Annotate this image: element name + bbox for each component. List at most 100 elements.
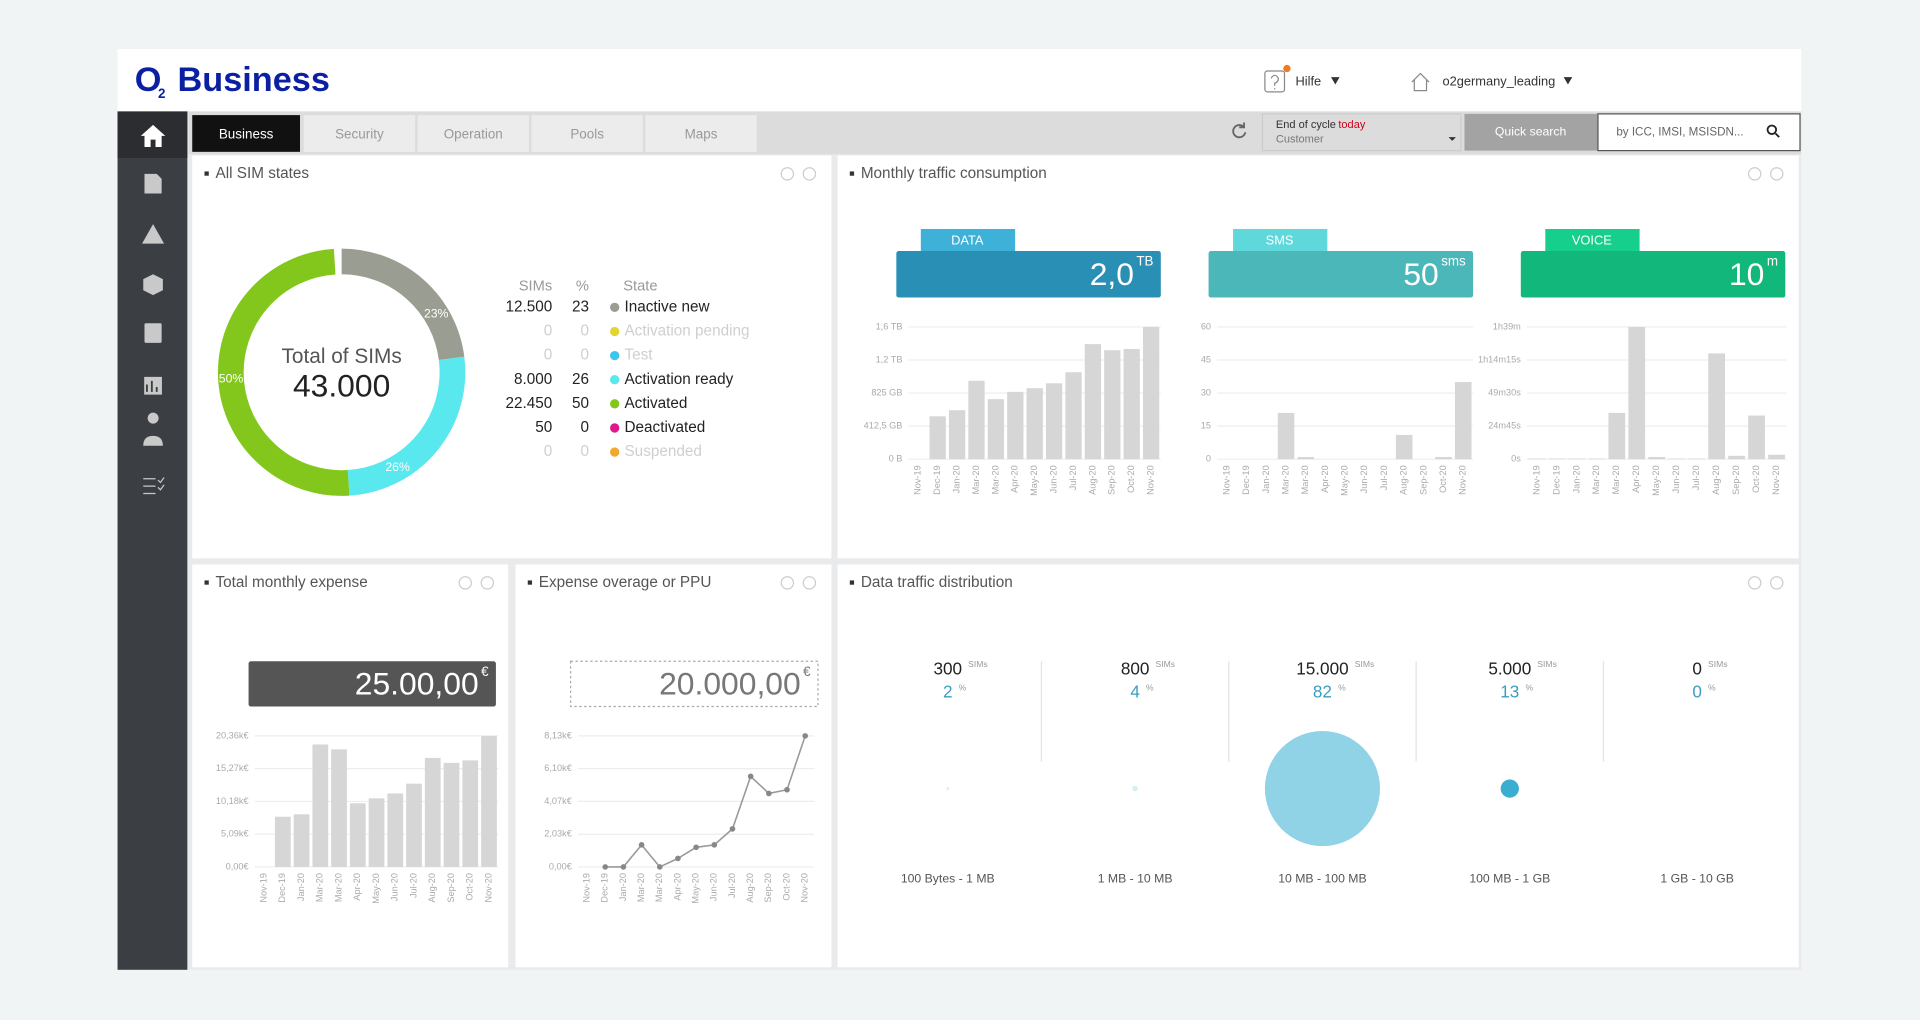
help-badge xyxy=(1283,64,1291,73)
state-dot xyxy=(610,399,620,409)
sim-count: 800 xyxy=(1121,658,1150,678)
pct-unit: % xyxy=(1338,682,1346,692)
x-tick-label: Apr-20 xyxy=(1010,465,1020,493)
help-icon[interactable] xyxy=(802,576,817,590)
cycle-select[interactable] xyxy=(1261,113,1462,152)
kpi-value: 25.00,00 xyxy=(355,666,479,702)
tab-label: Security xyxy=(335,126,384,141)
bar xyxy=(1688,458,1706,460)
sim-count: 12.500 xyxy=(505,298,552,315)
bar xyxy=(1123,348,1140,460)
bar xyxy=(1297,456,1314,460)
refresh-icon[interactable] xyxy=(780,576,795,590)
x-tick-label: Nov-19 xyxy=(913,465,923,495)
refresh-icon[interactable] xyxy=(1747,576,1762,590)
x-tick-label: Jul-20 xyxy=(1379,465,1389,490)
help-icon[interactable] xyxy=(1770,167,1784,181)
x-tick-label: Jun-20 xyxy=(1049,465,1059,493)
nav-billing[interactable] xyxy=(144,323,162,343)
nav-tasks[interactable] xyxy=(143,477,165,495)
nav-reports[interactable] xyxy=(142,375,164,397)
user-menu[interactable]: o2germany_leading xyxy=(1442,73,1555,88)
sim-percent: 26 xyxy=(572,371,589,388)
y-tick-label: 825 GB xyxy=(871,387,902,397)
refresh-icon[interactable] xyxy=(1747,167,1762,181)
kpi-tab xyxy=(1233,228,1328,253)
nav-products[interactable] xyxy=(143,274,163,296)
nav-documents[interactable] xyxy=(144,173,162,194)
search-input[interactable] xyxy=(1597,113,1801,152)
nav-alerts[interactable] xyxy=(142,224,165,244)
sim-percent: 2 xyxy=(943,682,953,702)
tab[interactable] xyxy=(417,115,529,152)
pct-unit: % xyxy=(1708,682,1716,692)
kpi-unit: € xyxy=(803,664,811,679)
search-icon[interactable] xyxy=(1766,124,1778,135)
sim-percent: 50 xyxy=(572,395,589,412)
bar xyxy=(424,757,441,867)
quick-search-button[interactable] xyxy=(1464,113,1598,151)
sim-percent: 13 xyxy=(1500,682,1519,702)
y-tick-label: 1,2 TB xyxy=(876,354,903,364)
nav-users[interactable] xyxy=(143,412,163,446)
help-icon[interactable] xyxy=(1264,70,1286,93)
tab[interactable] xyxy=(192,115,300,152)
panel-title: Total monthly expense xyxy=(216,574,368,591)
refresh-icon[interactable] xyxy=(458,576,473,590)
kpi-value: 10 xyxy=(1729,256,1764,292)
bar xyxy=(443,762,460,867)
x-tick-label: Jan-20 xyxy=(296,873,306,901)
logo-o: O xyxy=(135,61,162,99)
donut-center-label: Total of SIMs xyxy=(282,345,402,368)
kpi-unit: m xyxy=(1767,254,1778,269)
x-tick-label: Apr-20 xyxy=(1320,465,1330,493)
search-placeholder: by ICC, IMSI, MSISDN... xyxy=(1616,125,1743,138)
point xyxy=(802,733,809,739)
sim-count: 0 xyxy=(544,347,553,364)
kpi-box xyxy=(248,661,496,707)
range-label: 100 MB - 1 GB xyxy=(1469,871,1550,885)
dropdown-arrow[interactable] xyxy=(1331,77,1340,85)
x-tick-label: Sep-20 xyxy=(446,873,456,903)
point xyxy=(729,826,736,832)
x-tick-label: May-20 xyxy=(1651,465,1661,496)
sim-count: 15.000 xyxy=(1296,658,1348,678)
bar xyxy=(1748,415,1765,460)
sim-count: 22.450 xyxy=(505,395,552,412)
help-icon[interactable] xyxy=(480,576,495,590)
kpi-value: 2,0 xyxy=(1090,256,1134,292)
tab[interactable] xyxy=(645,115,757,152)
point xyxy=(747,773,754,780)
refresh-icon[interactable] xyxy=(780,167,795,181)
pct-unit: % xyxy=(1146,682,1154,692)
tab[interactable] xyxy=(303,115,416,152)
refresh-icon[interactable] xyxy=(1232,122,1247,139)
x-tick-label: Mar-20 xyxy=(315,873,325,902)
bubble xyxy=(1264,731,1380,847)
x-tick-label: Mar-20 xyxy=(1591,465,1601,494)
bar xyxy=(293,814,310,867)
bar xyxy=(968,380,985,460)
x-tick-label: Aug-20 xyxy=(1711,465,1721,495)
kpi-value: 50 xyxy=(1403,256,1438,292)
x-tick-label: Mar-20 xyxy=(333,873,343,902)
tab[interactable] xyxy=(531,115,643,152)
state-name: Activation pending xyxy=(624,323,749,340)
column-header: State xyxy=(623,278,657,294)
x-tick-label: May-20 xyxy=(1029,465,1039,496)
y-tick-label: 24m45s xyxy=(1488,421,1521,431)
y-tick-label: 60 xyxy=(1201,321,1211,331)
dropdown-arrow[interactable] xyxy=(1563,77,1573,85)
bar xyxy=(1454,382,1472,460)
state-name: Inactive new xyxy=(624,298,710,315)
help-icon[interactable] xyxy=(802,167,817,181)
pct-unit: % xyxy=(959,682,967,692)
sidebar xyxy=(117,111,188,970)
help-link[interactable]: Hilfe xyxy=(1296,73,1322,88)
sim-percent: 23 xyxy=(572,298,589,315)
help-icon[interactable] xyxy=(1770,576,1784,590)
x-tick-label: Nov-20 xyxy=(1458,465,1468,495)
state-dot xyxy=(610,423,620,433)
y-tick-label: 0 xyxy=(1206,454,1211,464)
